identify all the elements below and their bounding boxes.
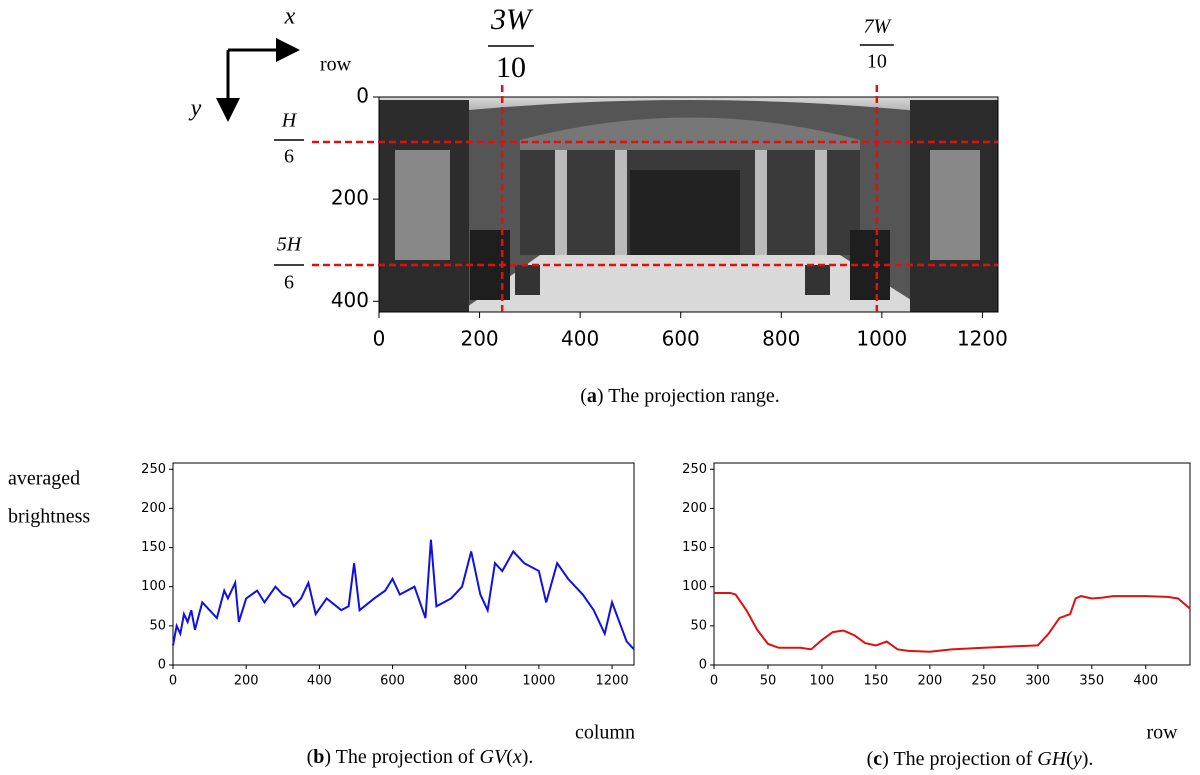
x-tick-label: 200 (917, 674, 942, 689)
x-tick-label: 150 (863, 674, 888, 689)
y-axis-label: averaged (8, 468, 80, 490)
x-tick-label: 400 (561, 327, 599, 351)
x-tick-label: 0 (373, 327, 386, 351)
y-tick-label: 200 (141, 501, 166, 516)
plot-frame (713, 462, 1191, 666)
x-tick-label: 800 (453, 674, 478, 689)
x-tick-label: 100 (810, 674, 835, 689)
fraction-numerator: 7W (863, 16, 892, 38)
y-tick-label: 200 (331, 186, 369, 210)
fraction-numerator: 3W (490, 3, 534, 36)
x-axis-symbol: x (284, 4, 296, 30)
caption-part: ( (580, 385, 587, 407)
y-axis-symbol: y (189, 96, 202, 122)
fraction-numerator: H (281, 110, 298, 132)
y-tick-label: 50 (149, 618, 166, 633)
caption-part: b (313, 746, 324, 768)
x-tick-label: 0 (169, 674, 177, 689)
caption-part: ( (867, 748, 874, 770)
y-tick-label: 0 (158, 658, 166, 673)
fraction-denominator: 10 (496, 51, 526, 84)
caption-part: ( (307, 746, 314, 768)
x-axis-label: column (575, 722, 635, 744)
photo (379, 97, 998, 312)
x-tick-label: 400 (1133, 674, 1158, 689)
caption-part: GH (1037, 748, 1067, 770)
caption-part: ) The projection of (324, 746, 479, 768)
caption: (b) The projection of GV(x). (307, 746, 534, 768)
x-tick-label: 400 (307, 674, 332, 689)
y-tick-label: 50 (690, 618, 707, 633)
caption-part: x (512, 746, 522, 768)
y-tick-label: 250 (141, 462, 166, 477)
caption-part: a (587, 385, 597, 407)
fraction-numerator: 5H (277, 234, 303, 256)
caption-part: ) The projection range. (597, 385, 780, 407)
plot-frame (172, 462, 635, 666)
x-tick-label: 350 (1079, 674, 1104, 689)
caption-part: ) The projection of (882, 748, 1037, 770)
x-tick-label: 200 (460, 327, 498, 351)
y-tick-label: 0 (699, 658, 707, 673)
caption: (a) The projection range. (580, 385, 780, 407)
x-tick-label: 50 (760, 674, 777, 689)
y-axis-label: brightness (8, 506, 90, 528)
y-tick-label: 100 (682, 579, 707, 594)
caption-part: ). (522, 746, 534, 768)
caption-part: ). (1082, 748, 1094, 770)
caption: (c) The projection of GH(y). (867, 748, 1094, 770)
y-tick-label: 400 (331, 288, 369, 312)
x-tick-label: 1000 (856, 327, 907, 351)
fraction-denominator: 10 (867, 51, 887, 73)
y-tick-label: 150 (682, 540, 707, 555)
x-tick-label: 600 (662, 327, 700, 351)
x-tick-label: 250 (971, 674, 996, 689)
y-tick-label: 150 (141, 540, 166, 555)
x-axis-label: row (1146, 722, 1178, 744)
x-tick-label: 200 (234, 674, 259, 689)
y-tick-label: 0 (356, 84, 369, 108)
caption-part: ( (506, 746, 513, 768)
x-tick-label: 300 (1025, 674, 1050, 689)
caption-part: ( (1066, 748, 1073, 770)
x-tick-label: 600 (380, 674, 405, 689)
row-label: row (320, 54, 352, 76)
x-tick-label: 800 (762, 327, 800, 351)
photo-frame (378, 96, 999, 313)
y-tick-label: 200 (682, 501, 707, 516)
fraction-denominator: 6 (284, 272, 294, 294)
x-tick-label: 1200 (596, 674, 629, 689)
caption-part: y (1071, 748, 1082, 770)
data-line (714, 591, 1191, 653)
x-tick-label: 0 (710, 674, 718, 689)
x-tick-label: 1000 (522, 674, 555, 689)
y-tick-label: 100 (141, 579, 166, 594)
x-tick-label: 1200 (957, 327, 1008, 351)
caption-part: GV (480, 746, 509, 768)
data-line (172, 539, 635, 651)
caption-part: c (873, 748, 882, 770)
fraction-denominator: 6 (284, 146, 294, 168)
y-tick-label: 250 (682, 462, 707, 477)
